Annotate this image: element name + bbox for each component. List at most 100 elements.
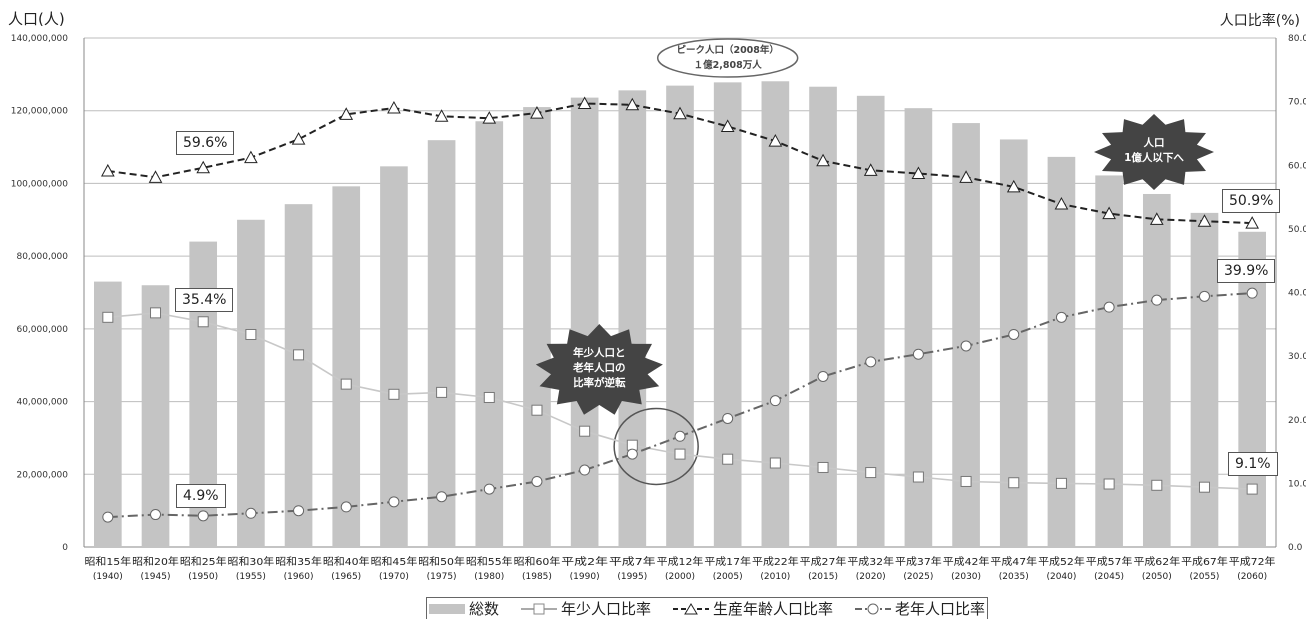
peak-ellipse: [656, 38, 799, 78]
marker-square: [340, 378, 352, 390]
marker-square: [1103, 478, 1115, 490]
x-tick-year: (1975): [427, 572, 457, 582]
right-tick-label: 60.0: [1288, 161, 1306, 171]
marker-square: [769, 457, 781, 469]
marker-circle: [1008, 328, 1020, 340]
x-tick-year: (2010): [760, 572, 790, 582]
x-tick-year: (1955): [236, 572, 266, 582]
marker-circle: [960, 340, 972, 352]
x-tick-year: (2025): [903, 572, 933, 582]
x-tick-label: 昭和45年: [371, 555, 418, 568]
bar-total: [332, 186, 361, 547]
marker-square: [960, 475, 972, 487]
x-tick-label: 昭和40年: [323, 555, 370, 568]
x-tick-label: 平成27年: [800, 555, 847, 568]
bar-total: [1190, 212, 1219, 547]
x-tick-year: (2060): [1237, 572, 1267, 582]
x-tick-year: (2005): [713, 572, 743, 582]
legend-item-child: 年少人口比率: [520, 598, 651, 619]
x-tick-year: (2015): [808, 572, 838, 582]
legend-item-total: 総数: [428, 598, 499, 619]
marker-circle: [388, 496, 400, 508]
x-tick-label: 平成62年: [1133, 555, 1180, 568]
label-child-2060: 9.1%: [1228, 452, 1278, 476]
legend: 総数 年少人口比率 生産年齢人口比率 老年人口比率: [426, 597, 988, 619]
x-tick-year: (2040): [1046, 572, 1076, 582]
marker-circle: [912, 348, 924, 360]
bar-total: [475, 121, 504, 547]
x-tick-year: (1985): [522, 572, 552, 582]
x-tick-year: (2020): [856, 572, 886, 582]
marker-triangle: [1197, 214, 1212, 227]
x-tick-label: 昭和60年: [514, 555, 561, 568]
marker-triangle: [196, 160, 211, 174]
right-tick-label: 30.0: [1288, 352, 1306, 362]
right-tick-label: 0.0: [1288, 543, 1303, 553]
marker-circle: [197, 510, 209, 522]
marker-triangle: [339, 107, 354, 120]
marker-circle: [150, 509, 162, 521]
marker-triangle: [291, 132, 306, 145]
right-axis-title: 人口比率(%): [1219, 13, 1300, 29]
bar-total: [570, 97, 599, 547]
marker-square: [1198, 481, 1210, 493]
legend-square-marker: [520, 603, 557, 614]
bar-total: [713, 82, 742, 547]
left-tick-label: 120,000,000: [11, 107, 69, 117]
marker-square: [1008, 477, 1020, 489]
x-tick-year: (2050): [1142, 572, 1172, 582]
x-tick-year: (1960): [284, 572, 314, 582]
x-tick-label: 平成72年: [1229, 555, 1276, 568]
marker-triangle: [244, 150, 258, 164]
right-tick-label: 10.0: [1288, 479, 1306, 489]
below100m-label: 人口: [1144, 136, 1165, 149]
marker-circle: [1246, 287, 1258, 299]
marker-square: [293, 349, 305, 361]
legend-label-working: 生産年齢人口比率: [713, 600, 834, 618]
marker-circle: [817, 370, 829, 382]
marker-triangle: [577, 96, 592, 110]
x-tick-label: 平成7年: [609, 555, 656, 568]
marker-square: [722, 453, 734, 465]
legend-circle-marker: [855, 603, 892, 614]
marker-square: [865, 467, 877, 479]
marker-square: [531, 404, 543, 416]
label-working-2060: 50.9%: [1222, 189, 1281, 213]
marker-triangle: [911, 166, 926, 180]
left-axis-title: 人口(人): [8, 10, 65, 28]
marker-triangle: [530, 106, 544, 119]
peak-label-line1: ピーク人口（2008年）: [676, 44, 778, 56]
marker-circle: [483, 483, 495, 495]
legend-label-total: 総数: [468, 600, 499, 618]
x-tick-year: (2000): [665, 572, 695, 582]
marker-square: [483, 391, 495, 403]
x-tick-year: (2035): [999, 572, 1029, 582]
marker-circle: [293, 505, 305, 517]
marker-square: [245, 328, 257, 340]
bar-total: [1095, 175, 1123, 547]
marker-triangle: [863, 163, 878, 176]
x-tick-year: (1945): [141, 572, 171, 582]
bar-total: [237, 219, 265, 548]
marker-square: [1151, 479, 1163, 491]
marker-circle: [102, 511, 114, 523]
marker-square: [1055, 477, 1067, 489]
label-child-1950: 35.4%: [175, 288, 234, 312]
x-tick-label: 昭和25年: [180, 555, 227, 568]
left-tick-label: 0: [62, 543, 68, 553]
x-tick-label: 平成57年: [1086, 555, 1133, 568]
left-tick-label: 80,000,000: [16, 252, 68, 262]
marker-circle: [769, 395, 781, 407]
marker-circle: [1198, 290, 1210, 302]
marker-circle: [1103, 301, 1115, 313]
right-tick-label: 80.0: [1288, 34, 1306, 44]
legend-item-elderly: 老年人口比率: [855, 598, 985, 619]
marker-circle: [531, 475, 543, 487]
left-tick-label: 40,000,000: [16, 398, 68, 408]
x-tick-label: 昭和55年: [466, 555, 513, 568]
marker-triangle: [1245, 216, 1260, 229]
x-tick-label: 平成47年: [990, 555, 1037, 568]
legend-label-elderly: 老年人口比率: [895, 600, 986, 618]
x-tick-label: 平成37年: [895, 555, 942, 568]
x-tick-label: 昭和15年: [85, 555, 132, 568]
